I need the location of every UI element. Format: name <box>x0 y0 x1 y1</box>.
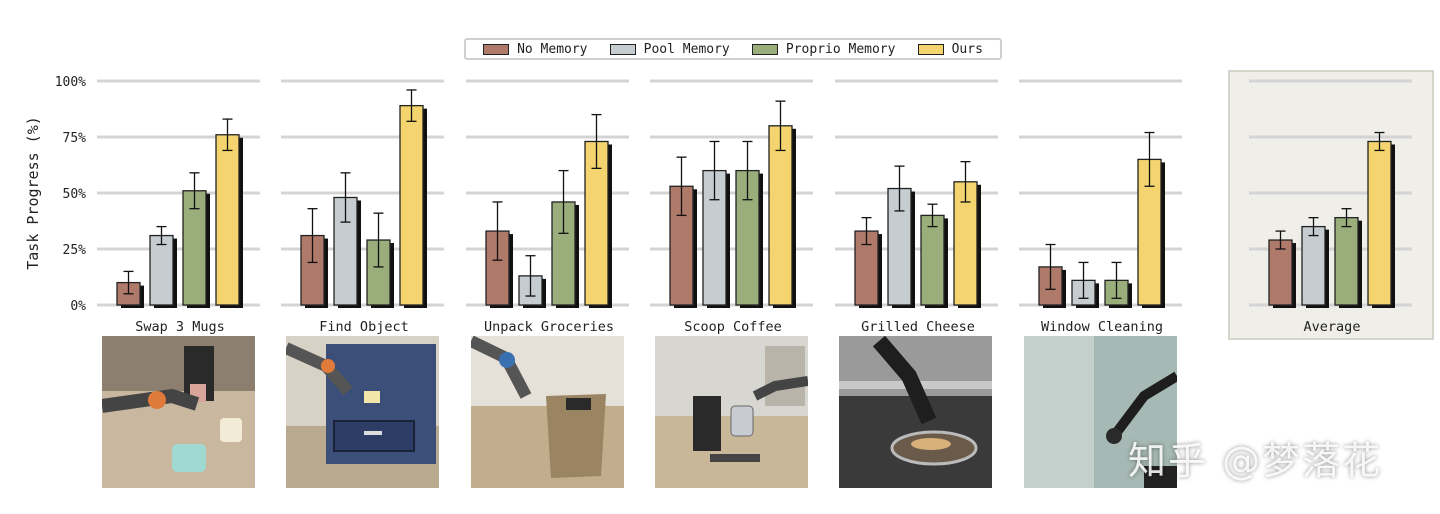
legend-label-no-memory: No Memory <box>517 41 588 57</box>
y-tick-label-1: 25% <box>63 243 87 258</box>
scoop-coffee-photo <box>655 336 808 488</box>
legend-swatch-no-memory <box>483 43 510 55</box>
y-axis-label: Task Progress (%) <box>24 116 42 270</box>
bar-average-ours <box>1367 140 1392 306</box>
category-label-unpack-groceries: Unpack Groceries <box>484 319 614 335</box>
category-label-window-cleaning: Window Cleaning <box>1041 319 1163 335</box>
legend-swatch-proprio-memory <box>751 43 778 55</box>
legend-label-proprio-memory: Proprio Memory <box>785 41 896 57</box>
grilled-cheese-photo <box>839 336 992 488</box>
category-label-swap-3-mugs: Swap 3 Mugs <box>135 319 224 335</box>
y-tick-label-0: 0% <box>70 299 86 314</box>
unpack-groceries-photo <box>471 336 624 488</box>
bar-average-no-memory <box>1268 239 1293 306</box>
category-label-average: Average <box>1304 319 1361 335</box>
legend: No Memory Pool Memory Proprio Memory Our… <box>464 38 1002 60</box>
watermark-text: 知乎 @梦落花 <box>1128 439 1383 483</box>
legend-item-no-memory: No Memory <box>483 41 588 57</box>
legend-item-proprio-memory: Proprio Memory <box>751 41 896 57</box>
swap-3-mugs-photo <box>102 336 255 488</box>
average-panel-bg <box>1228 70 1434 340</box>
bar-swap-3-mugs-ours <box>215 134 240 306</box>
y-tick-label-3: 75% <box>63 131 87 146</box>
bar-average-proprio-memory <box>1334 216 1359 306</box>
legend-label-pool-memory: Pool Memory <box>643 41 730 57</box>
bar-find-object-ours <box>399 104 424 306</box>
y-tick-label-2: 50% <box>63 187 87 202</box>
bar-swap-3-mugs-pool-memory <box>149 234 174 306</box>
bar-scoop-coffee-ours <box>768 125 793 306</box>
find-object-photo <box>286 336 439 488</box>
legend-item-ours: Ours <box>917 41 983 57</box>
y-tick-label-4: 100% <box>55 75 86 90</box>
bar-grilled-cheese-proprio-memory <box>920 214 945 306</box>
window-cleaning-photo <box>1024 336 1177 488</box>
legend-swatch-ours <box>917 43 944 55</box>
legend-label-ours: Ours <box>951 41 983 57</box>
legend-item-pool-memory: Pool Memory <box>609 41 730 57</box>
category-label-find-object: Find Object <box>319 319 408 335</box>
category-label-grilled-cheese: Grilled Cheese <box>861 319 975 335</box>
legend-swatch-pool-memory <box>609 43 636 55</box>
bar-average-pool-memory <box>1301 225 1326 306</box>
category-label-scoop-coffee: Scoop Coffee <box>684 319 782 335</box>
